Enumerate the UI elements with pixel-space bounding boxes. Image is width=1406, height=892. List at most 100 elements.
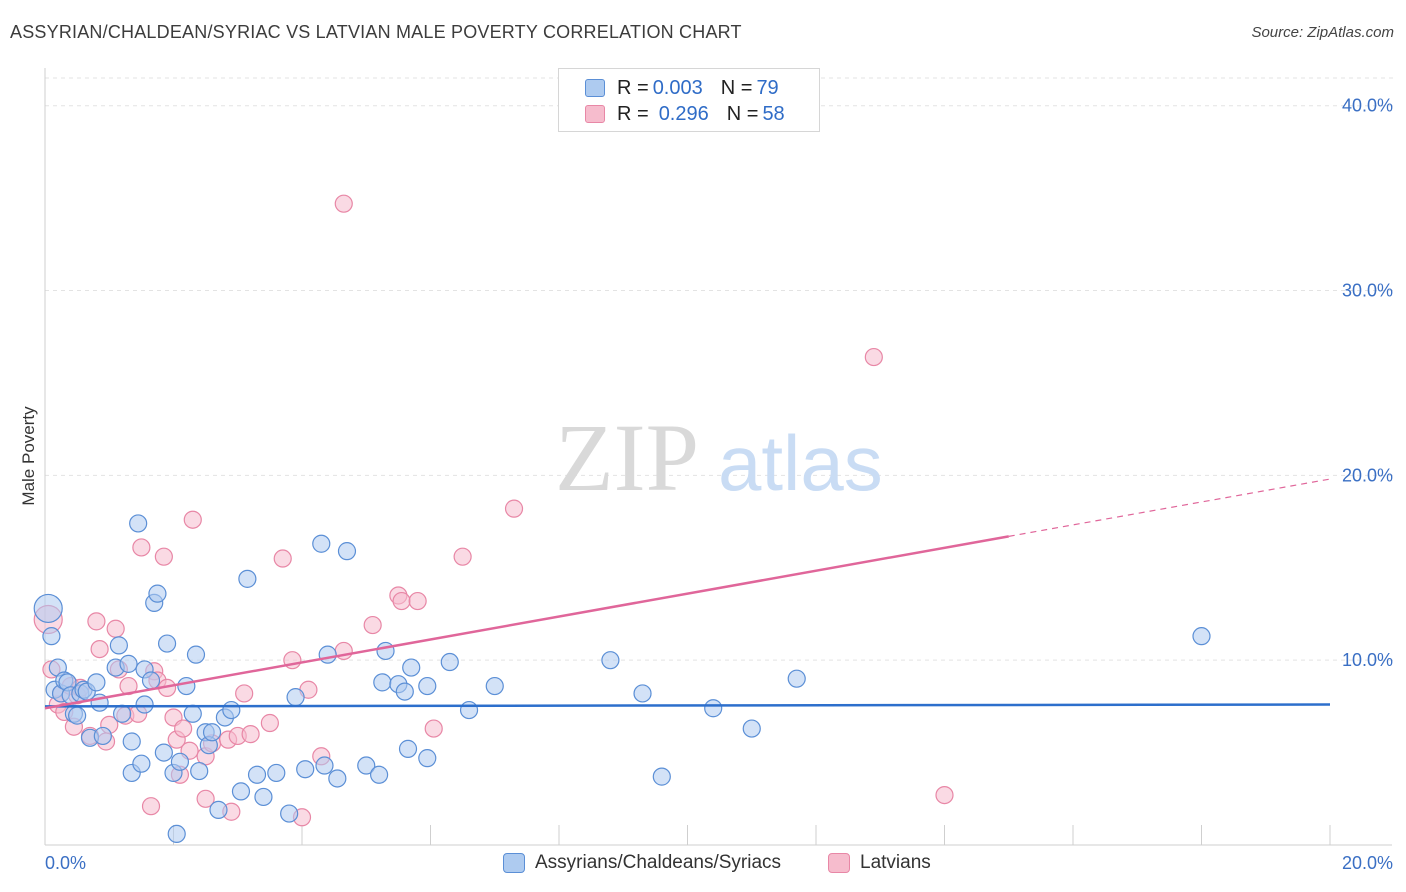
y-axis-title: Male Poverty <box>19 406 38 506</box>
assyrians-point <box>601 651 620 670</box>
legend-item-label: Assyrians/Chaldeans/Syriacs <box>535 852 782 873</box>
latvians-point <box>87 612 106 631</box>
assyrians-point <box>222 700 241 720</box>
assyrians-point <box>141 671 161 690</box>
assyrians-point <box>787 669 806 688</box>
assyrians-point <box>247 765 267 784</box>
watermark: ZIP atlas <box>555 404 883 511</box>
latvians-point <box>196 789 215 808</box>
assyrians-point <box>459 700 479 720</box>
latvians-point <box>504 499 524 518</box>
assyrians-point <box>148 584 167 603</box>
source-label: Source: ZipAtlas.com <box>1251 24 1394 41</box>
x-tick-label: 0.0% <box>45 853 86 873</box>
assyrians-point <box>170 752 190 771</box>
latvians-point <box>424 719 443 738</box>
assyrians-point <box>129 514 148 533</box>
assyrians-point <box>402 658 421 677</box>
legend-n-value: 58 <box>762 102 785 125</box>
assyrians-point <box>87 673 106 692</box>
assyrians-point <box>122 732 141 751</box>
assyrians-point <box>154 743 173 762</box>
assyrians-point <box>186 645 206 664</box>
latvians-point <box>174 719 193 738</box>
latvians-point <box>408 591 427 611</box>
assyrians-point <box>33 593 63 624</box>
stats-legend: R = 0.003 N = 79 R = 0.296 N = 58 <box>558 68 820 132</box>
pink-swatch-icon <box>585 105 605 123</box>
assyrians-trend-line <box>44 703 1331 708</box>
legend-item-latvians[interactable]: Latvians <box>828 852 931 874</box>
pink-swatch-icon <box>828 853 850 873</box>
assyrians-point <box>328 769 347 788</box>
y-tick-label: 10.0% <box>1342 650 1393 670</box>
latvians-point <box>935 785 954 805</box>
y-tick-label: 30.0% <box>1342 281 1393 301</box>
assyrians-point <box>267 763 286 783</box>
assyrians-point <box>42 627 61 646</box>
assyrians-point <box>485 676 504 696</box>
latvians-point <box>334 194 353 213</box>
latvians-point <box>392 591 411 611</box>
legend-item-assyrians[interactable]: Assyrians/Chaldeans/Syriacs <box>503 852 781 874</box>
assyrians-point <box>286 688 305 707</box>
assyrians-point <box>357 756 376 775</box>
legend-n-value: 79 <box>756 76 779 99</box>
assyrians-point <box>68 706 87 725</box>
legend-r-label: R = <box>617 76 649 99</box>
assyrians-point <box>112 704 132 723</box>
assyrians-point <box>373 673 392 692</box>
latvians-point <box>363 615 382 635</box>
assyrians-point <box>190 761 209 781</box>
y-tick-label: 20.0% <box>1342 465 1393 485</box>
legend-item-label: Latvians <box>860 852 931 873</box>
latvians-point <box>132 538 151 557</box>
series-legend: Assyrians/Chaldeans/Syriacs Latvians <box>0 852 1406 878</box>
latvians-trend-line <box>44 535 1009 710</box>
latvians-point <box>273 549 292 568</box>
assyrians-point <box>370 765 389 784</box>
trend-lines <box>44 478 1331 710</box>
latvians-point <box>141 797 161 816</box>
assyrians-point <box>418 749 437 768</box>
assyrians-point <box>132 754 151 773</box>
assyrians-point <box>418 676 437 696</box>
latvians-point <box>864 347 883 367</box>
latvians-point <box>154 547 173 566</box>
blue-swatch-icon <box>585 79 605 97</box>
tick-labels: 10.0% 20.0% 30.0% 40.0% 0.0% 20.0% <box>45 96 1393 873</box>
latvians-points <box>33 194 954 827</box>
assyrians-point <box>135 695 154 714</box>
latvians-point <box>241 725 260 744</box>
assyrians-point <box>167 824 186 844</box>
latvians-point <box>235 684 254 703</box>
latvians-trend-extension <box>1008 478 1331 537</box>
watermark-zip: ZIP <box>555 404 699 511</box>
assyrians-point <box>209 800 228 819</box>
assyrians-point <box>633 684 652 703</box>
latvians-point <box>90 639 109 659</box>
assyrians-point <box>93 726 112 746</box>
latvians-point <box>453 547 472 566</box>
assyrians-point <box>202 723 222 742</box>
assyrians-point <box>296 760 315 779</box>
assyrians-point <box>254 787 273 807</box>
assyrians-point <box>315 756 334 775</box>
assyrians-point <box>337 542 357 561</box>
assyrians-point <box>183 704 202 723</box>
assyrians-point <box>1192 627 1211 646</box>
assyrians-point <box>280 804 299 823</box>
latvians-point <box>260 713 279 733</box>
assyrians-point <box>742 719 761 738</box>
x-tick-label: 20.0% <box>1342 853 1393 873</box>
legend-r-value: 0.003 <box>652 76 703 99</box>
assyrians-point <box>119 654 138 673</box>
latvians-point <box>183 510 202 529</box>
assyrians-point <box>312 534 331 553</box>
assyrians-point <box>704 699 723 718</box>
blue-swatch-icon <box>503 853 525 873</box>
watermark-atlas: atlas <box>718 419 883 507</box>
assyrians-points <box>33 514 1211 844</box>
legend-row-latvians: R = 0.296 N = 58 <box>585 103 785 125</box>
